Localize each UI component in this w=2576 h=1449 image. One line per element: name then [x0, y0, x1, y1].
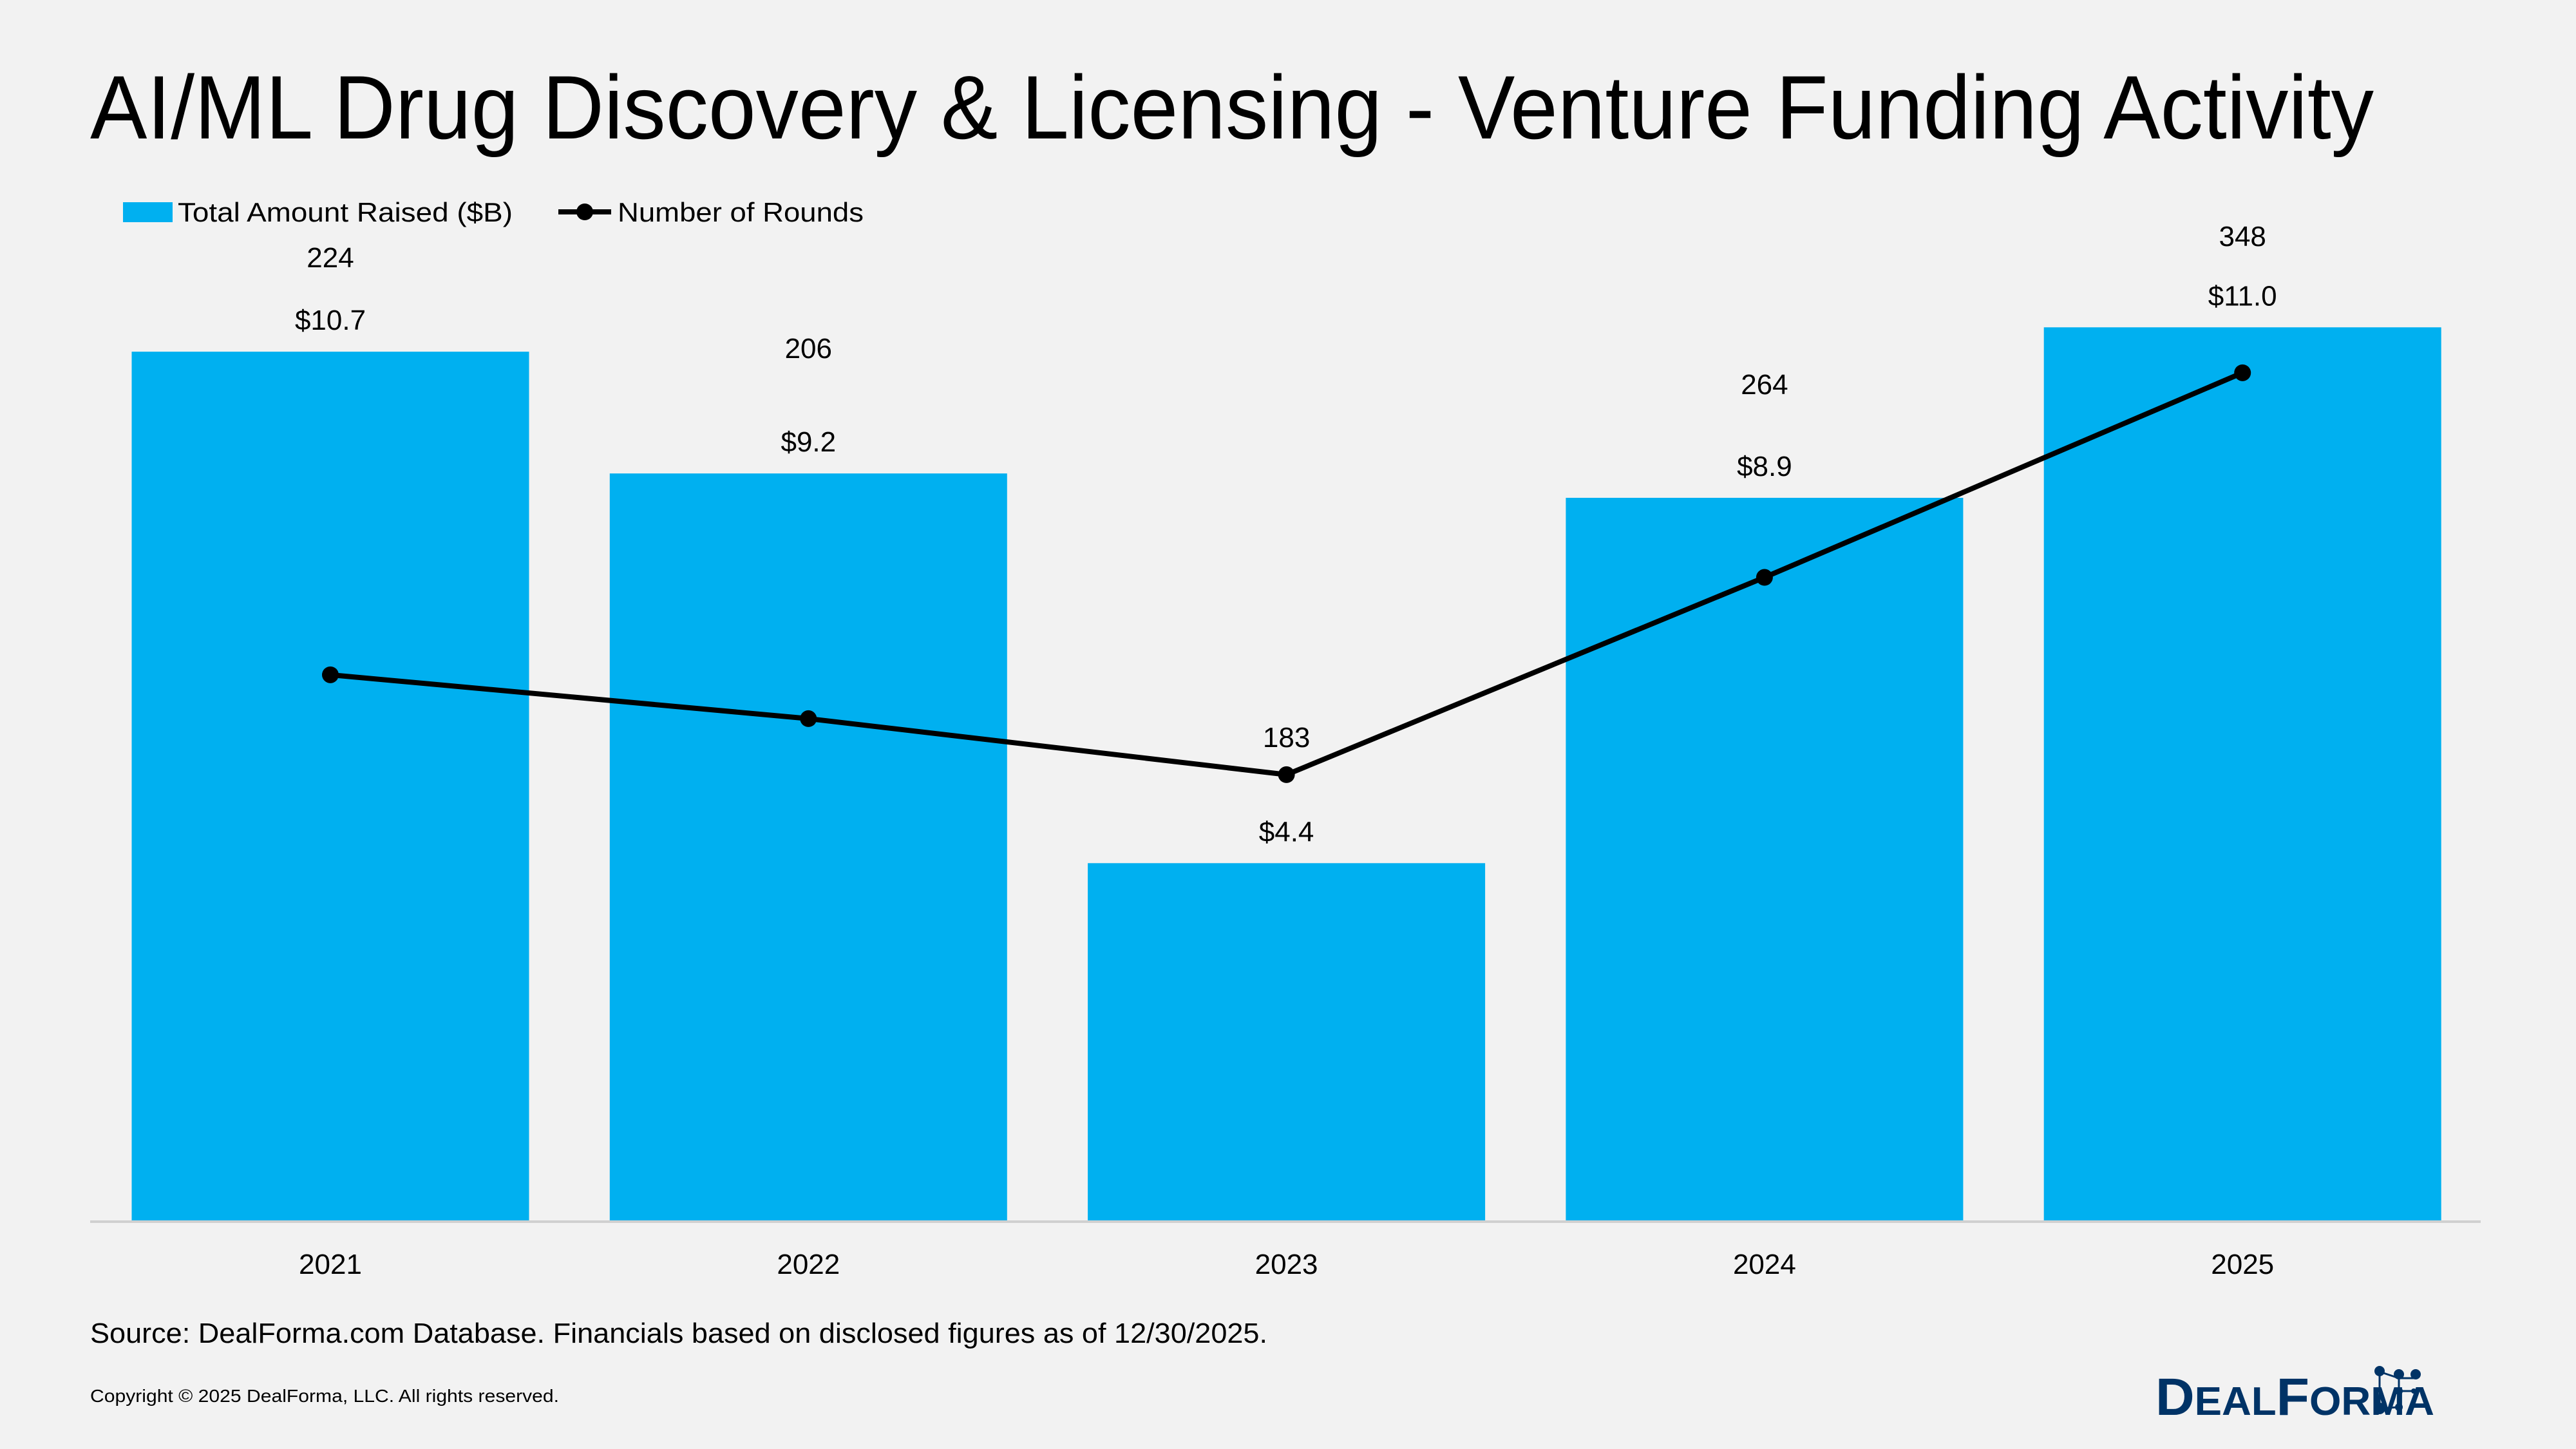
rounds-label-2022: 206 — [785, 333, 832, 365]
rounds-label-2024: 264 — [1741, 369, 1788, 401]
chart-title: AI/ML Drug Discovery & Licensing - Ventu… — [90, 57, 2374, 158]
dealforma-logo: DEALFORMA — [2155, 1366, 2434, 1426]
rounds-marker-2023 — [1278, 766, 1295, 783]
line-series — [322, 364, 2251, 783]
rounds-marker-2022 — [800, 710, 817, 727]
legend-line-label: Number of Rounds — [618, 197, 864, 227]
bar-label-2023: $4.4 — [1259, 816, 1314, 848]
source-note: Source: DealForma.com Database. Financia… — [90, 1318, 1267, 1349]
x-axis-ticks: 2021 2022 2023 2024 2025 — [299, 1249, 2274, 1280]
legend: Total Amount Raised ($B) Number of Round… — [123, 197, 864, 227]
bar-2025 — [2043, 327, 2441, 1221]
bar-2022 — [609, 473, 1007, 1220]
bar-2024 — [1566, 498, 1964, 1221]
rounds-label-2021: 224 — [307, 242, 354, 274]
bar-2023 — [1088, 863, 1486, 1220]
bar-series — [131, 327, 2441, 1221]
legend-line-marker — [576, 204, 593, 220]
bar-label-2025: $11.0 — [2208, 280, 2277, 312]
rounds-label-2023: 183 — [1263, 722, 1310, 753]
x-tick-2021: 2021 — [299, 1249, 362, 1280]
bar-label-2022: $9.2 — [781, 426, 836, 458]
bar-label-2024: $8.9 — [1737, 451, 1792, 482]
x-tick-2025: 2025 — [2211, 1249, 2274, 1280]
x-tick-2024: 2024 — [1733, 1249, 1796, 1280]
data-labels: $10.7 $9.2 $4.4 $8.9 $11.0 224 206 183 264 348 — [295, 221, 2277, 848]
legend-bar-label: Total Amount Raised ($B) — [178, 197, 513, 227]
rounds-marker-2021 — [322, 666, 339, 683]
legend-bar-swatch — [123, 202, 173, 222]
copyright: Copyright © 2025 DealForma, LLC. All rig… — [90, 1386, 559, 1406]
bar-label-2021: $10.7 — [295, 305, 366, 336]
rounds-label-2025: 348 — [2219, 221, 2266, 252]
rounds-marker-2025 — [2234, 364, 2251, 381]
x-tick-2023: 2023 — [1255, 1249, 1318, 1280]
rounds-marker-2024 — [1756, 569, 1773, 586]
bar-2021 — [131, 352, 529, 1220]
x-tick-2022: 2022 — [777, 1249, 840, 1280]
svg-text:DEALFORMA: DEALFORMA — [2155, 1368, 2434, 1426]
